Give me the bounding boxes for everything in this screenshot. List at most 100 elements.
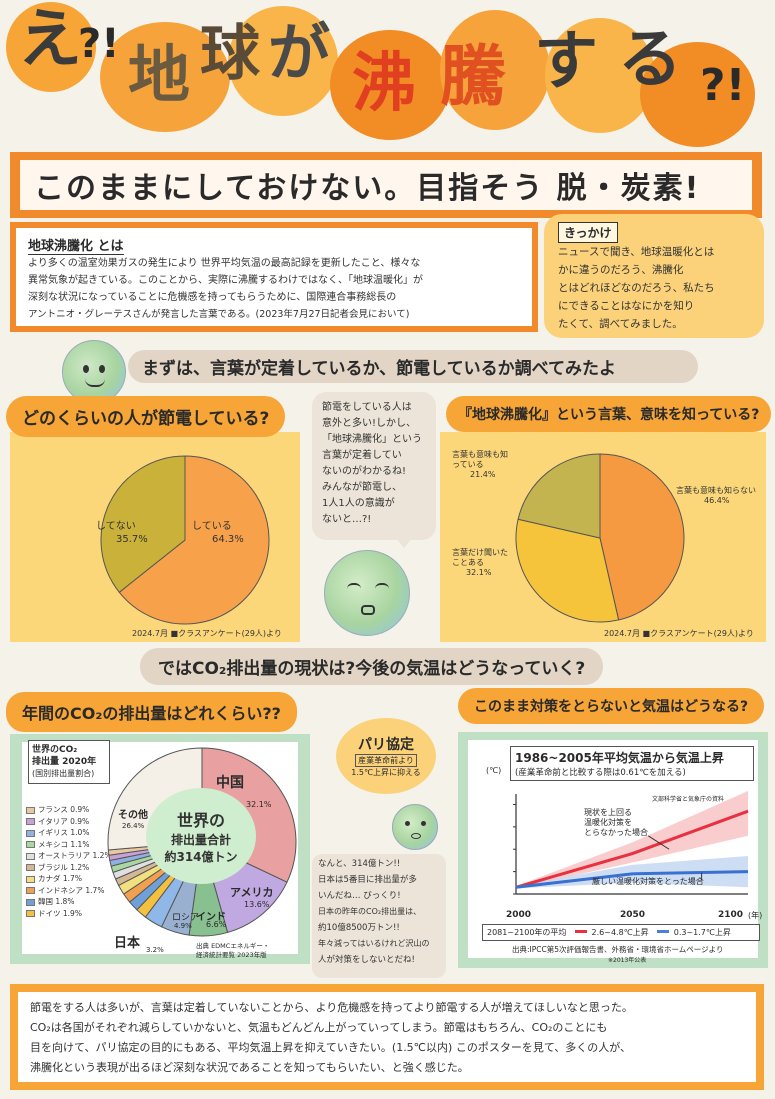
title-char: 騰 <box>440 38 506 115</box>
awareness-pie <box>515 453 685 623</box>
section2-heading: ではCO₂排出量の現状は?今後の気温はどうなっていく? <box>140 648 604 685</box>
emissions-label-other-value: 26.4% <box>122 822 145 830</box>
title-char: ?! <box>700 60 746 111</box>
awareness-label-dontknow: 言葉も意味も知らない 46.4% <box>676 486 756 505</box>
temperature-xunit: (年) <box>748 911 763 920</box>
temperature-source: 出典:IPCC第5次評価報告書、外務省・環境省ホームページより <box>512 945 724 954</box>
emissions-label-india-value: 6.6% <box>206 920 227 929</box>
legend-value: 0.9% <box>70 805 90 814</box>
speech-line: 意外と多い!しかし、 <box>322 418 417 429</box>
kikkake-heading: きっかけ <box>558 222 618 243</box>
earth-mascot-icon <box>392 804 438 850</box>
title-char: ?! <box>78 21 120 67</box>
temperature-annotation-high: 現状を上回る 温暖化対策を とらなかった場合 <box>584 808 648 837</box>
kikkake-line: とはどれほどなのだろう、私たち <box>558 282 715 294</box>
legend-name: カナダ <box>38 874 63 883</box>
temperature-subtitle: (産業革命前と比較する際は0.61℃を加える) <box>515 768 686 778</box>
legend-swatch <box>26 864 35 871</box>
conclusion-box: 節電をする人は多いが、言葉は定着していないことから、より危機感を持ってより節電す… <box>10 984 764 1090</box>
pie-slice <box>517 453 601 539</box>
kikkake-line: かに違うのだろう、沸騰化 <box>558 264 684 276</box>
emissions-legend: フランス 0.9% イタリア 0.9% イギリス 1.0% メキシコ 1.1% オースト… <box>26 804 116 920</box>
legend-value: 1.7% <box>85 885 105 895</box>
comment-line: 日本は5番目に排出量が多 <box>318 875 417 885</box>
legend-value: 1.7% <box>62 874 82 883</box>
subtitle-text: このままにしておけない。目指そう 脱・炭素! <box>20 160 752 210</box>
emissions-label-india: インド <box>196 912 226 923</box>
definition-line: より多くの温室効果ガスの発生により 世界平均気温の最高記録を更新したこと、様々な <box>28 258 421 269</box>
earth-mascot-icon <box>62 340 126 404</box>
savings-pie <box>100 455 270 625</box>
earth-mascot-icon <box>324 550 410 636</box>
legend-swatch <box>26 898 35 906</box>
legend-item: カナダ 1.7% <box>26 873 82 884</box>
emissions-center: 世界の 排出量合計 約314億トン <box>146 788 256 884</box>
conclusion-line: 目を向けて、パリ協定の目的にもある、平均気温上昇を抑えていきたい。(1.5℃以内… <box>30 1041 632 1054</box>
legend-item: インドネシア 1.7% <box>26 885 104 896</box>
title-char: す <box>534 25 598 99</box>
definition-line: 異常気象が起きている。このことから、実際に沸騰するわけではなく、「地球温暖化」が <box>28 275 423 286</box>
emissions-label-russia: ロシア <box>172 913 200 923</box>
emissions-box-title: 世界のCO₂ 排出量 2020年 (国別排出量割合) <box>28 740 110 784</box>
definition-line: 深刻な状況になっていることに危機感を持ってもらうために、国際連合事務総長の <box>28 292 397 303</box>
legend-value: 1.0% <box>70 828 90 837</box>
subtitle-banner: このままにしておけない。目指そう 脱・炭素! <box>10 152 762 218</box>
definition-heading: 地球沸騰化 とは <box>28 235 124 255</box>
legend-value: 1.1% <box>70 839 90 849</box>
conclusion-line: 沸騰化という表現が出るほど深刻な状況であることを知ってもらいたい、と強く感じた。 <box>30 1061 469 1074</box>
emissions-label-other: その他 <box>118 810 148 821</box>
title-char: が <box>268 16 331 89</box>
legend-name: イギリス <box>38 828 71 837</box>
legend-swatch <box>26 806 35 814</box>
legend-value: 1.9% <box>62 908 82 918</box>
savings-source: 2024.7月 ■クラスアンケート(29人)より <box>132 629 282 638</box>
temperature-title: 1986~2005年平均気温から気温上昇 <box>515 751 724 765</box>
temperature-xtick: 2100 <box>718 910 744 920</box>
conclusion-line: CO₂は各国がそれぞれ減らしていかないと、気温もどんどん上がっていってしまう。節… <box>30 1021 608 1034</box>
legend-item: フランス 0.9% <box>26 804 89 815</box>
legend-value: 1.8% <box>55 897 75 906</box>
savings-label-no: してない 35.7% <box>96 521 148 545</box>
emissions-label-japan: 日本 <box>114 936 141 951</box>
title-char: 沸 <box>352 47 416 121</box>
speech-line: 節電をしている人は <box>322 402 412 413</box>
legend-swatch <box>26 910 35 917</box>
title-char: 地 <box>128 38 191 111</box>
section1-heading: まずは、言葉が定着しているか、節電しているか調べてみたよ <box>128 350 698 383</box>
temperature-legend: 2081~2100年の平均 2.6~4.8℃上昇 0.3~1.7℃上昇 <box>482 924 760 941</box>
legend-value: 0.9% <box>70 816 90 826</box>
paris-line2: 1.5℃上昇に抑える <box>351 768 421 777</box>
range-band-high <box>516 791 748 889</box>
paris-title: パリ協定 <box>358 737 414 753</box>
awareness-label-know: 言葉も意味も知っている 21.4% <box>452 450 508 479</box>
speech-line: みんなが節電し、 <box>322 482 402 493</box>
pie-slice <box>515 518 620 623</box>
speech-line: 1人1人の意識が <box>322 498 395 509</box>
kikkake-line: たくて、調べてみました。 <box>558 318 683 330</box>
paris-bubble: パリ協定 産業革命前より 1.5℃上昇に抑える <box>336 718 436 794</box>
legend-name: ドイツ <box>38 908 63 918</box>
speech-line: ないのがわかるね! <box>322 466 407 477</box>
temperature-chart <box>513 791 749 895</box>
pie-slice <box>118 455 270 625</box>
annotation-arrow <box>647 835 670 850</box>
temperature-xtick: 2050 <box>620 910 646 920</box>
kikkake-box: きっかけ ニュースで聞き、地球温暖化とは かに違うのだろう、沸騰化 とはどれほど… <box>544 214 764 338</box>
speech-bubble: 節電をしている人は 意外と多い!しかし、 「地球沸騰化」という 言葉が定着してい… <box>312 392 436 540</box>
emissions-source: 出典 EDMCエネルギー・ 経済統計要覧 2023年版 <box>196 942 270 959</box>
legend-name: 韓国 <box>38 897 56 906</box>
legend-item: オーストラリア 1.2% <box>26 850 112 861</box>
legend-name: メキシコ <box>38 839 71 849</box>
speech-line: 言葉が定着してい <box>322 450 402 461</box>
definition-box: 地球沸騰化 とは より多くの温室効果ガスの発生により 世界平均気温の最高記録を更… <box>10 222 538 332</box>
legend-swatch <box>26 829 35 837</box>
comment-line: 年々減ってはいるけれど沢山の <box>318 939 430 948</box>
legend-swatch <box>26 818 35 825</box>
emissions-label-china-value: 32.1% <box>246 800 272 809</box>
temperature-title-box: 1986~2005年平均気温から気温上昇 (産業革命前と比較する際は0.61℃を… <box>510 746 754 781</box>
speech-line: ないと…?! <box>322 514 372 525</box>
pie-slice <box>599 453 685 621</box>
kikkake-line: にできることはなにかを知り <box>558 300 695 312</box>
series-line <box>515 870 749 889</box>
legend-name: フランス <box>38 805 71 814</box>
